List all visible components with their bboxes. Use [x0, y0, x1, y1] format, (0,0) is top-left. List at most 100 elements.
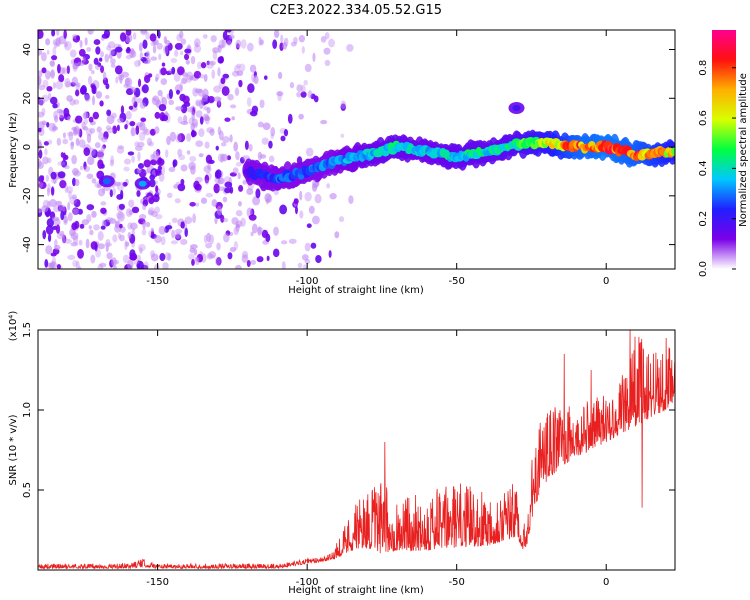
spectrogram-noise-blob — [229, 246, 237, 253]
spectrogram-noise-blob — [340, 103, 346, 111]
spectrogram-noise-blob — [182, 72, 189, 78]
spectrogram-noise-blob — [62, 138, 69, 145]
spectrogram-noise-blob — [220, 77, 226, 85]
spectrogram-noise-blob — [217, 67, 221, 77]
spectrogram-noise-blob — [168, 99, 175, 105]
spectrogram-noise-blob — [112, 187, 116, 196]
spectrogram-noise-blob — [149, 174, 156, 181]
spectrogram-noise-blob — [75, 137, 80, 146]
spectrogram-noise-blob — [212, 47, 220, 54]
spectrogram-noise-blob — [137, 163, 145, 169]
spectrogram-x-tick-label: -50 — [449, 276, 465, 287]
spectrogram-feature-core — [512, 105, 521, 112]
spectrogram-noise-blob — [55, 224, 61, 234]
spectrogram-noise-blob — [109, 49, 115, 56]
spectrogram-noise-blob — [72, 177, 76, 187]
spectrogram-noise-blob — [38, 84, 46, 91]
colorbar-tick-label: 0.2 — [698, 211, 709, 227]
spectrogram-noise-blob — [184, 216, 193, 224]
snr-x-label: Height of straight line (km) — [288, 585, 424, 596]
spectrogram-noise-blob — [191, 259, 195, 266]
spectrogram-noise-blob — [154, 126, 160, 134]
spectrogram-noise-blob — [172, 159, 178, 167]
spectrogram-noise-blob — [83, 147, 91, 157]
spectrogram-noise-blob — [273, 226, 279, 236]
spectrogram-y-tick-label: 20 — [22, 92, 33, 105]
spectrogram-noise-blob — [240, 39, 247, 49]
spectrogram-noise-blob — [170, 240, 178, 245]
spectrogram-noise-blob — [312, 52, 316, 63]
spectrogram-noise-blob — [96, 126, 102, 133]
spectrogram-noise-blob — [94, 142, 101, 149]
spectrogram-noise-blob — [133, 60, 141, 68]
spectrogram-noise-blob — [101, 33, 110, 39]
spectrogram-noise-blob — [77, 128, 81, 137]
spectrogram-noise-blob — [160, 236, 166, 246]
spectrogram-noise-blob — [186, 133, 192, 142]
spectrogram-noise-blob — [217, 178, 221, 186]
spectrogram-noise-blob — [86, 173, 94, 180]
spectrogram-noise-blob — [105, 245, 109, 252]
spectrogram-noise-blob — [130, 127, 137, 137]
spectrogram-noise-blob — [104, 53, 110, 63]
spectrogram-noise-blob — [57, 63, 61, 74]
spectrogram-noise-blob — [72, 63, 79, 70]
spectrogram-noise-blob — [100, 65, 105, 73]
spectrogram-noise-blob — [112, 234, 118, 243]
spectrogram-panel: -150 -100 -50 0 -40 -20 0 20 40 Height of strai… — [8, 29, 676, 296]
spectrogram-noise-blob — [177, 148, 183, 157]
spectrogram-noise-blob — [152, 150, 160, 161]
spectrogram-noise-blob — [66, 131, 75, 137]
spectrogram-noise-blob — [144, 169, 151, 174]
spectrogram-noise-blob — [170, 57, 178, 63]
spectrogram-noise-blob — [171, 66, 176, 75]
spectrogram-noise-blob — [222, 136, 230, 143]
spectrogram-noise-blob — [38, 181, 44, 189]
spectrogram-noise-blob — [281, 261, 286, 269]
spectrogram-noise-blob — [131, 155, 135, 163]
spectrogram-noise-blob — [224, 187, 232, 194]
spectrogram-noise-blob — [198, 128, 205, 138]
spectrogram-noise-blob — [38, 208, 43, 214]
spectrogram-noise-blob — [155, 169, 162, 174]
spectrogram-noise-blob — [115, 221, 120, 228]
spectrogram-noise-blob — [125, 30, 132, 36]
spectrogram-noise-blob — [235, 39, 242, 49]
spectrogram-noise-blob — [79, 39, 83, 48]
spectrogram-noise-blob — [195, 110, 203, 118]
spectrogram-noise-blob — [136, 190, 141, 197]
spectrogram-noise-blob — [125, 110, 132, 120]
spectrogram-noise-blob — [195, 202, 200, 207]
spectrogram-noise-blob — [274, 30, 280, 39]
spectrogram-x-tick-label: -100 — [296, 276, 319, 287]
spectrogram-noise-blob — [137, 168, 142, 174]
spectrogram-noise-blob — [203, 234, 208, 244]
spectrogram-noise-blob — [63, 107, 70, 117]
spectrogram-noise-blob — [129, 50, 137, 59]
spectrogram-noise-blob — [119, 112, 127, 123]
spectrogram-noise-blob — [150, 159, 158, 166]
spectrogram-x-ticks: -150 -100 -50 0 — [146, 30, 609, 287]
spectrogram-noise-blob — [259, 99, 265, 109]
spectrogram-noise-blob — [289, 81, 295, 89]
spectrogram-noise-blob — [157, 89, 163, 97]
spectrogram-noise-blob — [313, 95, 319, 103]
spectrogram-noise-blob — [326, 183, 331, 189]
spectrogram-noise-blob — [300, 84, 306, 93]
spectrogram-noise-blob — [139, 131, 146, 142]
spectrogram-noise-blob — [222, 73, 230, 79]
spectrogram-noise-blob — [75, 83, 80, 91]
spectrogram-noise-blob — [216, 100, 222, 108]
spectrogram-noise-blob — [110, 63, 116, 68]
spectrogram-noise-blob — [142, 220, 146, 230]
spectrogram-noise-blob — [188, 161, 196, 171]
spectrogram-noise-blob — [148, 141, 155, 147]
spectrogram-noise-blob — [158, 225, 166, 235]
spectrogram-noise-blob — [189, 244, 198, 250]
spectrogram-noise-blob — [235, 224, 240, 229]
spectrogram-noise-blob — [104, 242, 113, 247]
spectrogram-noise-blob — [222, 30, 228, 41]
spectrogram-noise-blob — [45, 174, 50, 182]
spectrogram-noise-blob — [244, 140, 249, 150]
spectrogram-noise-blob — [268, 155, 275, 163]
